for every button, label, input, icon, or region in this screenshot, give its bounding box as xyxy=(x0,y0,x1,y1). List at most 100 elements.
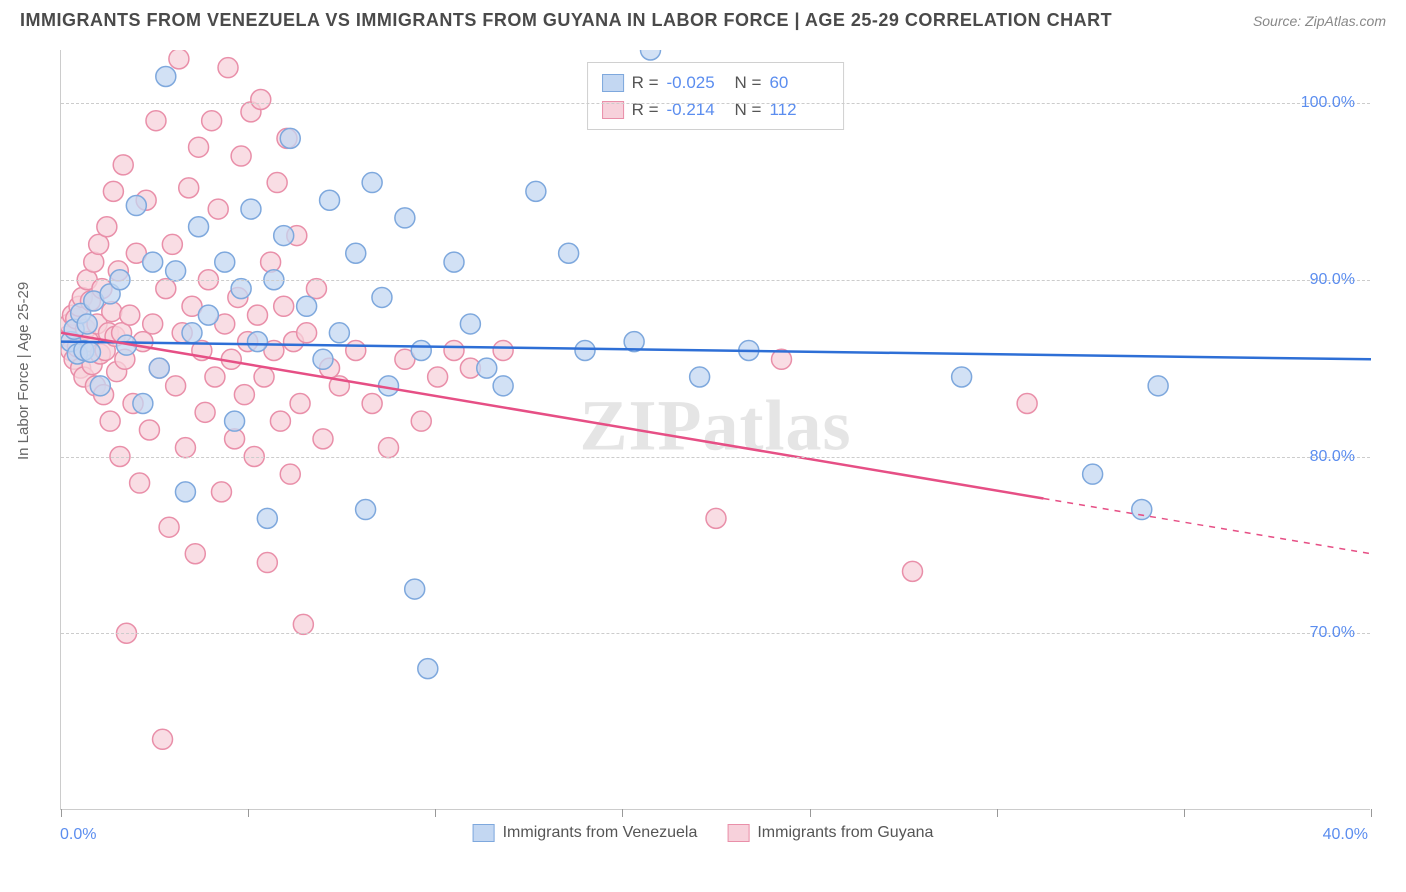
legend-item-venezuela: Immigrants from Venezuela xyxy=(473,824,698,842)
data-point xyxy=(97,217,117,237)
gridline xyxy=(61,103,1370,104)
x-tick xyxy=(61,809,62,817)
x-tick xyxy=(248,809,249,817)
plot-svg xyxy=(61,50,1371,810)
data-point xyxy=(444,340,464,360)
data-point xyxy=(411,411,431,431)
data-point xyxy=(162,234,182,254)
data-point xyxy=(143,314,163,334)
y-tick-label: 70.0% xyxy=(1310,624,1355,642)
data-point xyxy=(90,376,110,396)
data-point xyxy=(130,473,150,493)
data-point xyxy=(270,411,290,431)
data-point xyxy=(153,729,173,749)
data-point xyxy=(225,411,245,431)
data-point xyxy=(1132,500,1152,520)
data-point xyxy=(418,659,438,679)
data-point xyxy=(395,208,415,228)
data-point xyxy=(103,181,123,201)
data-point xyxy=(251,89,271,109)
gridline xyxy=(61,633,1370,634)
data-point xyxy=(329,323,349,343)
data-point xyxy=(280,464,300,484)
data-point xyxy=(231,146,251,166)
data-point xyxy=(280,128,300,148)
data-point xyxy=(526,181,546,201)
data-point xyxy=(195,402,215,422)
data-point xyxy=(143,252,163,272)
data-point xyxy=(248,305,268,325)
data-point xyxy=(559,243,579,263)
data-point xyxy=(202,111,222,131)
data-point xyxy=(254,367,274,387)
chart-wrap: In Labor Force | Age 25-29 ZIPatlas R = … xyxy=(20,40,1386,840)
x-tick-left: 0.0% xyxy=(60,826,96,844)
data-point xyxy=(411,340,431,360)
x-tick xyxy=(622,809,623,817)
data-point xyxy=(175,438,195,458)
data-point xyxy=(166,261,186,281)
data-point xyxy=(102,302,122,322)
data-point xyxy=(208,199,228,219)
data-point xyxy=(175,482,195,502)
data-point xyxy=(146,111,166,131)
data-point xyxy=(952,367,972,387)
data-point xyxy=(257,553,277,573)
data-point xyxy=(320,190,340,210)
data-point xyxy=(362,173,382,193)
data-point xyxy=(290,393,310,413)
data-point xyxy=(215,252,235,272)
data-point xyxy=(372,287,392,307)
data-point xyxy=(274,296,294,316)
data-point xyxy=(306,279,326,299)
data-point xyxy=(293,614,313,634)
data-point xyxy=(257,508,277,528)
swatch-guyana-bottom xyxy=(727,824,749,842)
data-point xyxy=(493,340,513,360)
series-legend: Immigrants from Venezuela Immigrants fro… xyxy=(473,824,934,842)
gridline xyxy=(61,280,1370,281)
data-point xyxy=(100,411,120,431)
data-point xyxy=(297,323,317,343)
data-point xyxy=(346,243,366,263)
data-point xyxy=(641,50,661,60)
data-point xyxy=(211,482,231,502)
data-point xyxy=(362,393,382,413)
data-point xyxy=(84,252,104,272)
data-point xyxy=(356,500,376,520)
data-point xyxy=(185,544,205,564)
data-point xyxy=(77,314,97,334)
data-point xyxy=(156,67,176,87)
data-point xyxy=(234,385,254,405)
x-tick xyxy=(810,809,811,817)
data-point xyxy=(690,367,710,387)
data-point xyxy=(575,340,595,360)
data-point xyxy=(80,342,100,362)
chart-source: Source: ZipAtlas.com xyxy=(1253,13,1386,29)
x-tick xyxy=(997,809,998,817)
legend-row-venezuela: R = -0.025 N = 60 xyxy=(602,69,830,96)
swatch-venezuela-bottom xyxy=(473,824,495,842)
data-point xyxy=(241,199,261,219)
y-tick-label: 100.0% xyxy=(1301,94,1355,112)
legend-row-guyana: R = -0.214 N = 112 xyxy=(602,96,830,123)
chart-header: IMMIGRANTS FROM VENEZUELA VS IMMIGRANTS … xyxy=(0,0,1406,36)
data-point xyxy=(169,50,189,69)
data-point xyxy=(405,579,425,599)
swatch-venezuela xyxy=(602,74,624,92)
data-point xyxy=(113,155,133,175)
x-tick xyxy=(1371,809,1372,817)
data-point xyxy=(166,376,186,396)
data-point xyxy=(133,393,153,413)
data-point xyxy=(444,252,464,272)
data-point xyxy=(379,438,399,458)
data-point xyxy=(189,137,209,157)
legend-item-guyana: Immigrants from Guyana xyxy=(727,824,933,842)
data-point xyxy=(205,367,225,387)
x-tick-right: 40.0% xyxy=(1323,826,1368,844)
data-point xyxy=(706,508,726,528)
plot-area: ZIPatlas R = -0.025 N = 60 R = -0.214 N … xyxy=(60,50,1370,810)
trend-line-dashed xyxy=(1044,498,1372,553)
data-point xyxy=(139,420,159,440)
correlation-legend: R = -0.025 N = 60 R = -0.214 N = 112 xyxy=(587,62,845,130)
